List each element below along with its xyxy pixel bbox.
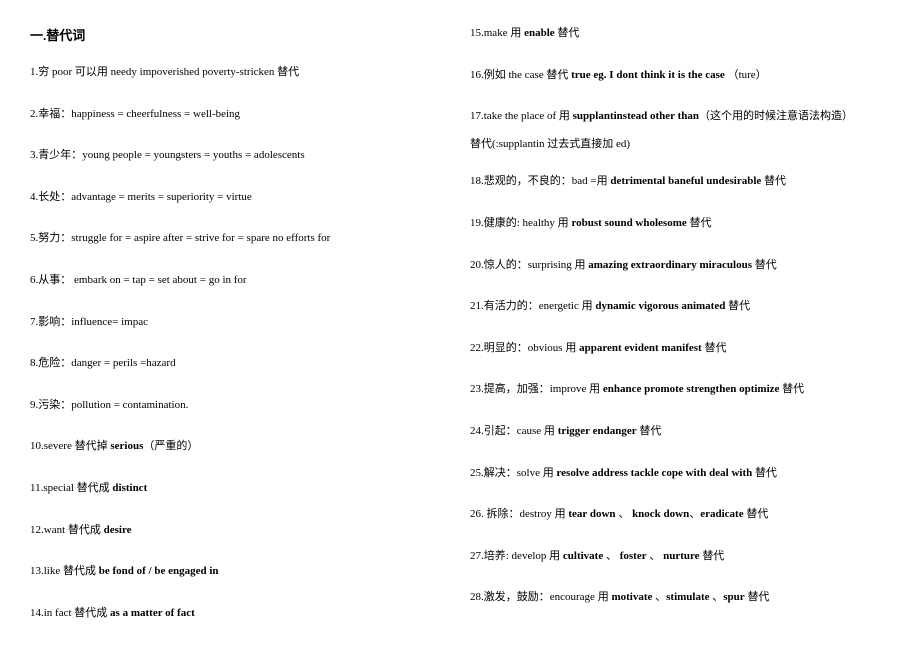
left-column: 一.替代词 1.穷 poor 可以用 needy impoverished po… [30,25,460,641]
list-item: 19.健康的: healthy 用 robust sound wholesome… [470,215,890,233]
list-item: 24.引起：cause 用 trigger endanger 替代 [470,423,890,441]
list-item: 6.从事： embark on = tap = set about = go i… [30,272,450,290]
list-item: 15.make 用 enable 替代 [470,25,890,43]
list-item: 5.努力：struggle for = aspire after = striv… [30,230,450,248]
list-item: 20.惊人的：surprising 用 amazing extraordinar… [470,257,890,275]
list-item: 14.in fact 替代成 as a matter of fact [30,605,450,623]
list-item-continuation: 替代(:supplantin 过去式直接加 ed) [470,136,890,154]
list-item: 8.危险：danger = perils =hazard [30,355,450,373]
list-item: 18.悲观的，不良的：bad =用 detrimental baneful un… [470,173,890,191]
list-item: 17.take the place of 用 supplantinstead o… [470,108,890,126]
list-item: 12.want 替代成 desire [30,522,450,540]
document-page: 一.替代词 1.穷 poor 可以用 needy impoverished po… [0,0,920,651]
right-column: 15.make 用 enable 替代 16.例如 the case 替代 tr… [460,25,890,641]
list-item: 21.有活力的：energetic 用 dynamic vigorous ani… [470,298,890,316]
list-item: 9.污染：pollution = contamination. [30,397,450,415]
list-item: 3.青少年：young people = youngsters = youths… [30,147,450,165]
list-item: 11.special 替代成 distinct [30,480,450,498]
list-item: 25.解决：solve 用 resolve address tackle cop… [470,465,890,483]
list-item: 2.幸福：happiness = cheerfulness = well-bei… [30,106,450,124]
section-title: 一.替代词 [30,25,450,44]
list-item: 1.穷 poor 可以用 needy impoverished poverty-… [30,64,450,82]
list-item: 7.影响：influence= impac [30,314,450,332]
list-item: 16.例如 the case 替代 true eg. I dont think … [470,67,890,85]
list-item: 26. 拆除：destroy 用 tear down 、 knock down、… [470,506,890,524]
list-item: 27.培养: develop 用 cultivate 、 foster 、 nu… [470,548,890,566]
list-item: 4.长处：advantage = merits = superiority = … [30,189,450,207]
list-item: 22.明显的：obvious 用 apparent evident manife… [470,340,890,358]
list-item: 23.提高，加强：improve 用 enhance promote stren… [470,381,890,399]
list-item: 28.激发，鼓励：encourage 用 motivate 、stimulate… [470,589,890,607]
list-item: 13.like 替代成 be fond of / be engaged in [30,563,450,581]
list-item: 10.severe 替代掉 serious（严重的） [30,438,450,456]
